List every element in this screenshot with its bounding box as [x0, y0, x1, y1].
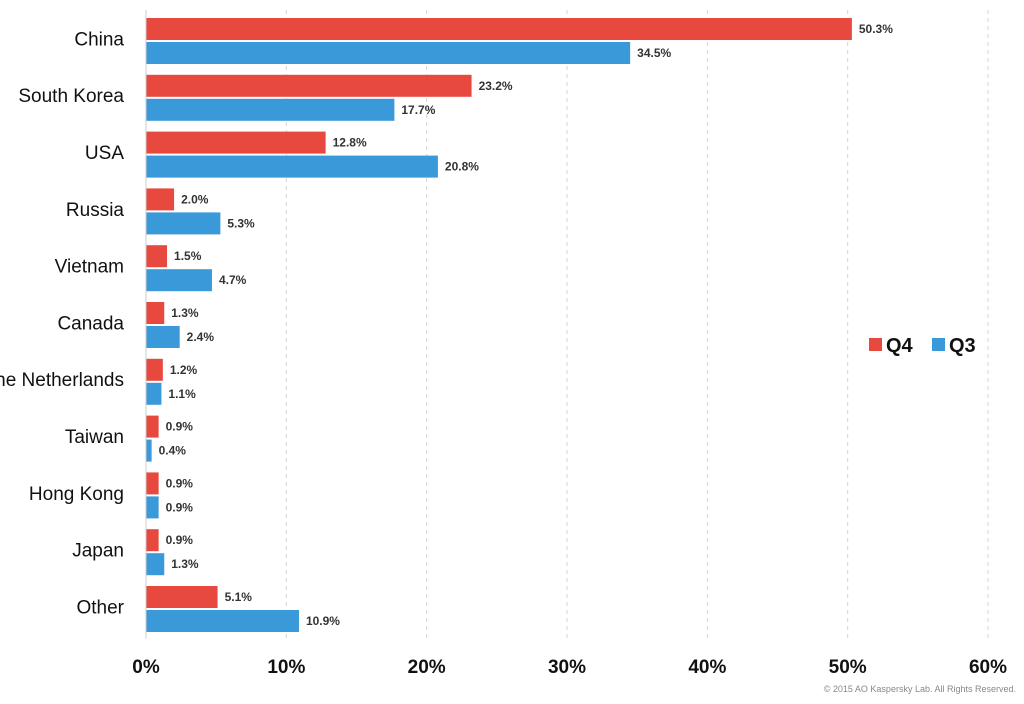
bar-q4 — [146, 586, 218, 608]
bar-q4 — [146, 415, 159, 438]
bar-q3 — [146, 98, 395, 121]
bar-q3 — [146, 155, 438, 178]
category-label: Japan — [72, 541, 124, 562]
data-label: 0.9% — [166, 476, 194, 490]
bar-q4 — [146, 358, 163, 381]
x-tick-label: 10% — [267, 657, 305, 678]
bar-q3 — [146, 42, 631, 64]
data-label: 1.3% — [171, 306, 199, 320]
legend-label-q4: Q4 — [886, 335, 914, 357]
bar-q3 — [146, 610, 299, 632]
bar-q3 — [146, 212, 221, 235]
bar-q3 — [146, 439, 152, 462]
grid-lines — [285, 10, 989, 639]
legend-label-q3: Q3 — [949, 335, 976, 357]
bar-q4 — [146, 245, 168, 268]
legend: Q4 Q3 — [869, 335, 976, 357]
data-label: 1.2% — [170, 363, 198, 377]
data-label: 1.1% — [168, 387, 196, 401]
legend-swatch-q3 — [932, 338, 945, 351]
x-tick-label: 40% — [688, 657, 726, 678]
category-label: USA — [85, 143, 124, 164]
data-label: 2.0% — [181, 192, 209, 206]
legend-swatch-q4 — [869, 338, 882, 351]
bar-q4 — [146, 74, 472, 97]
bar-q3 — [146, 382, 162, 405]
x-tick-label: 0% — [132, 657, 160, 678]
bar-q4 — [146, 529, 159, 552]
data-label: 0.9% — [166, 420, 194, 434]
category-label: Other — [76, 597, 124, 618]
data-label: 5.3% — [227, 216, 255, 230]
category-label: the Netherlands — [0, 370, 124, 391]
bar-q3 — [146, 269, 212, 292]
x-tick-label: 50% — [829, 657, 867, 678]
category-label: South Korea — [18, 86, 124, 107]
bar-q4 — [146, 18, 852, 40]
data-label: 0.9% — [166, 500, 194, 514]
bar-q3 — [146, 553, 165, 576]
category-label: Vietnam — [55, 257, 124, 278]
x-tick-label: 60% — [969, 657, 1007, 678]
data-label: 0.9% — [166, 533, 194, 547]
data-label: 20.8% — [445, 160, 479, 174]
bar-q3 — [146, 326, 180, 348]
bar-q4 — [146, 302, 165, 324]
x-tick-label: 30% — [548, 657, 586, 678]
data-label: 34.5% — [637, 46, 671, 60]
data-label: 5.1% — [225, 590, 253, 604]
data-label: 17.7% — [401, 103, 435, 117]
data-label: 2.4% — [187, 330, 215, 344]
bar-q4 — [146, 131, 326, 154]
data-label: 0.4% — [159, 444, 187, 458]
axes: 0% 10% 20% 30% 40% 50% 60% China South Korea USA R… — [0, 10, 1007, 678]
category-label: Canada — [57, 313, 124, 334]
data-label: 1.3% — [171, 557, 199, 571]
data-label: 12.8% — [333, 136, 367, 150]
data-label: 23.2% — [479, 79, 513, 93]
bar-q4 — [146, 472, 159, 495]
copyright-notice: © 2015 AO Kaspersky Lab. All Rights Rese… — [823, 684, 1016, 694]
bar-q4 — [146, 188, 175, 211]
data-label: 10.9% — [306, 614, 340, 628]
data-label: 1.5% — [174, 249, 202, 263]
bar-q3 — [146, 496, 159, 519]
data-label: 50.3% — [859, 22, 893, 36]
x-tick-label: 20% — [408, 657, 446, 678]
bars: 50.3% 34.5% 23.2% 17.7% 12.8% 20.8% 2.0% 5.3% 1.… — [146, 18, 893, 632]
data-label: 4.7% — [219, 273, 247, 287]
category-label: China — [74, 29, 124, 50]
category-label: Hong Kong — [29, 484, 124, 505]
category-label: Russia — [66, 200, 125, 221]
category-label: Taiwan — [65, 427, 124, 448]
